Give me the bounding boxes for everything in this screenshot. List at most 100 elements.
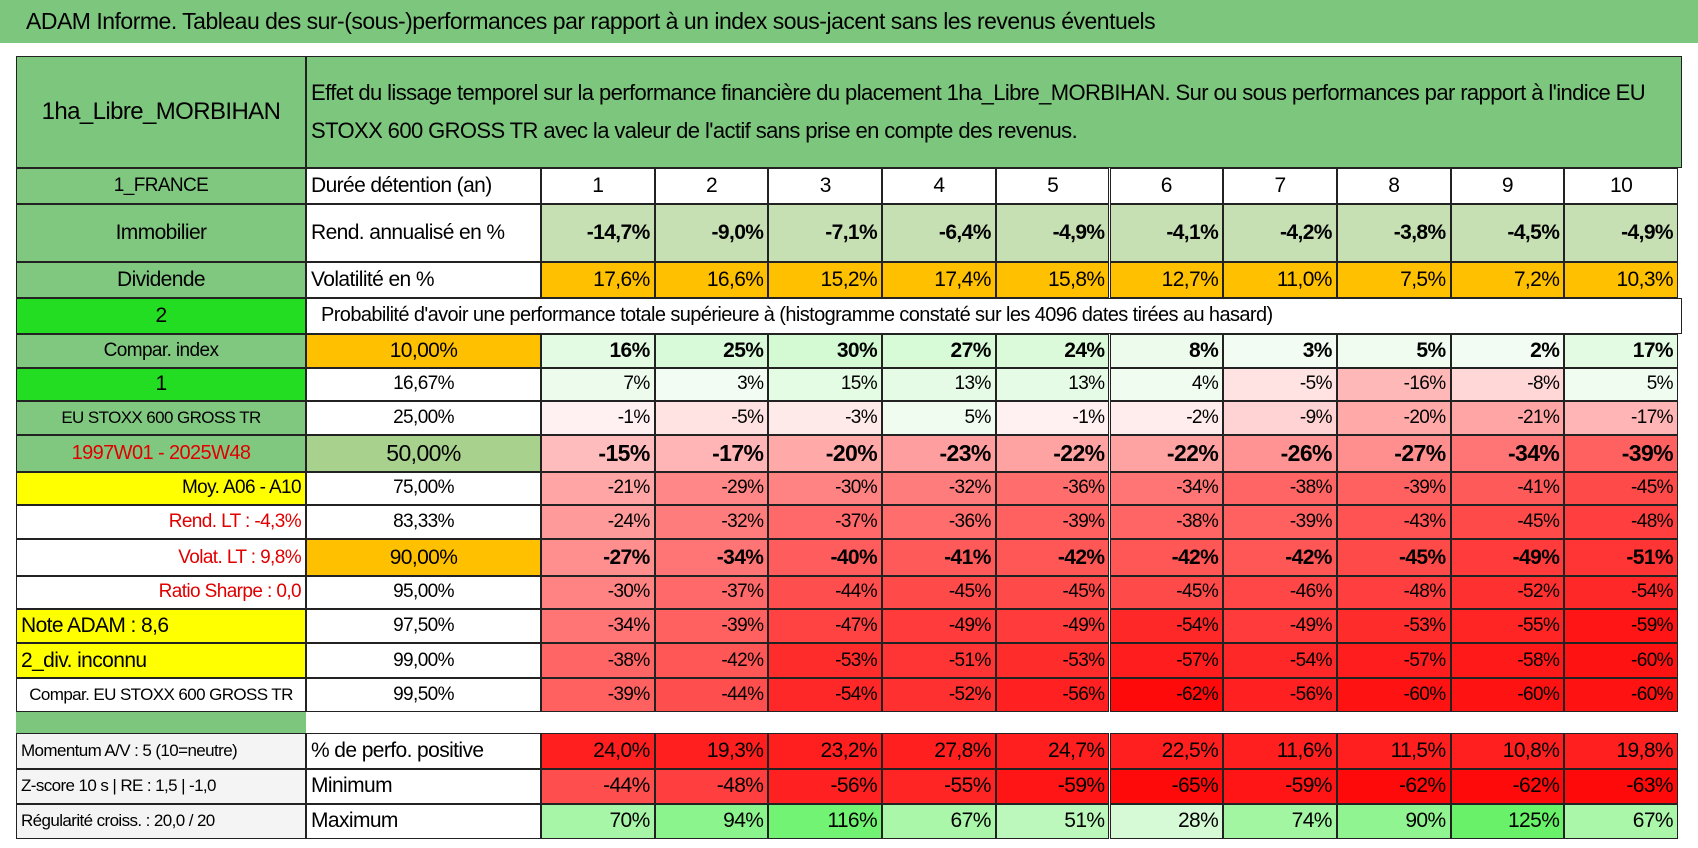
value-cell: -48% — [1564, 504, 1678, 540]
value-cell: -54% — [1564, 576, 1678, 609]
value-cell: -43% — [1336, 504, 1451, 540]
value-cell: 27,8% — [882, 733, 996, 769]
value-cell: 2 — [654, 167, 769, 204]
value-cell: -34% — [541, 608, 655, 644]
value-cell: -49% — [1450, 539, 1565, 577]
value-cell: -26% — [1223, 435, 1337, 473]
row-name: Volatilité en % — [306, 262, 541, 298]
row-label: Immobilier — [16, 203, 306, 263]
value-cell: -53% — [995, 643, 1110, 678]
value-cell: -40% — [768, 539, 883, 577]
value-cell: 94% — [654, 803, 769, 840]
value-cell: -63% — [1564, 768, 1678, 804]
value-cell: 4% — [1109, 368, 1224, 401]
value-cell: 10,8% — [1450, 733, 1565, 769]
value-cell: -57% — [1109, 643, 1224, 678]
row-name: 50,00% — [306, 435, 541, 473]
value-cell: -37% — [768, 504, 883, 540]
value-cell: -59% — [995, 768, 1110, 804]
value-cell: -45% — [1336, 539, 1451, 577]
row-label: Note ADAM : 8,6 — [16, 608, 306, 644]
row-label: 1997W01 - 2025W48 — [16, 435, 306, 473]
row-name: 95,00% — [306, 576, 541, 609]
value-cell: 11,6% — [1223, 733, 1337, 769]
value-cell: -42% — [654, 643, 769, 678]
row-label: Rend. LT : -4,3% — [16, 504, 306, 540]
value-cell: 90% — [1336, 803, 1451, 840]
value-cell: 5 — [995, 167, 1110, 204]
value-cell: -39% — [1564, 435, 1678, 473]
row-label: 2 — [16, 297, 306, 334]
value-cell: 28% — [1109, 803, 1224, 840]
value-cell: -8% — [1450, 368, 1565, 401]
row-label: Z-score 10 s | RE : 1,5 | -1,0 — [16, 768, 306, 804]
value-cell: 22,5% — [1109, 733, 1224, 769]
value-cell: -3% — [768, 400, 883, 436]
value-cell: -30% — [541, 576, 655, 609]
value-cell: -39% — [1223, 504, 1337, 540]
value-cell: 8% — [1109, 333, 1224, 369]
value-cell: -44% — [541, 768, 655, 804]
value-cell: 25% — [654, 333, 769, 369]
value-cell: 12,7% — [1109, 262, 1224, 298]
value-cell: 67% — [882, 803, 996, 840]
value-cell: 13% — [995, 368, 1110, 401]
row-name: 90,00% — [306, 539, 541, 577]
value-cell: -4,9% — [1564, 203, 1678, 263]
value-cell: -59% — [1223, 768, 1337, 804]
value-cell: -14,7% — [541, 203, 655, 263]
value-cell: 1 — [541, 167, 655, 204]
value-cell: 15,8% — [995, 262, 1110, 298]
value-cell: -44% — [768, 576, 883, 609]
value-cell: -42% — [995, 539, 1110, 577]
value-cell: 17% — [1564, 333, 1678, 369]
value-cell: -4,9% — [995, 203, 1110, 263]
value-cell: -39% — [654, 608, 769, 644]
row-name: % de perfo. positive — [306, 733, 541, 769]
value-cell: -24% — [541, 504, 655, 540]
value-cell: -48% — [1336, 576, 1451, 609]
row-name: Maximum — [306, 803, 541, 840]
value-cell: 70% — [541, 803, 655, 840]
value-cell: -4,2% — [1223, 203, 1337, 263]
value-cell: -2% — [1109, 400, 1224, 436]
value-cell: 13% — [882, 368, 996, 401]
value-cell: 4 — [882, 167, 996, 204]
value-cell: -52% — [882, 677, 996, 712]
value-cell: -9% — [1223, 400, 1337, 436]
value-cell: -41% — [1450, 472, 1565, 505]
value-cell: -53% — [768, 643, 883, 678]
value-cell: 24,0% — [541, 733, 655, 769]
value-cell: 19,8% — [1564, 733, 1678, 769]
value-cell: 5% — [882, 400, 996, 436]
value-cell: -44% — [654, 677, 769, 712]
value-cell: -54% — [1223, 643, 1337, 678]
value-cell: 30% — [768, 333, 883, 369]
value-cell: 24% — [995, 333, 1110, 369]
row-label: Dividende — [16, 262, 306, 298]
value-cell: -38% — [541, 643, 655, 678]
value-cell: -1% — [541, 400, 655, 436]
value-cell: -36% — [995, 472, 1110, 505]
value-cell: 17,4% — [882, 262, 996, 298]
value-cell: -15% — [541, 435, 655, 473]
value-cell: -45% — [882, 576, 996, 609]
value-cell: 74% — [1223, 803, 1337, 840]
value-cell: 3% — [654, 368, 769, 401]
value-cell: -49% — [882, 608, 996, 644]
value-cell: -34% — [1109, 472, 1224, 505]
row-label: Ratio Sharpe : 0,0 — [16, 576, 306, 609]
value-cell: 23,2% — [768, 733, 883, 769]
value-cell: -58% — [1450, 643, 1565, 678]
row-label: 1_FRANCE — [16, 167, 306, 204]
value-cell: -53% — [1336, 608, 1451, 644]
value-cell: -16% — [1336, 368, 1451, 401]
value-cell: 8 — [1336, 167, 1451, 204]
value-cell: -39% — [995, 504, 1110, 540]
value-cell: -56% — [995, 677, 1110, 712]
spacer — [16, 711, 306, 734]
row-name: Rend. annualisé en % — [306, 203, 541, 263]
value-cell: 7,2% — [1450, 262, 1565, 298]
value-cell: -17% — [654, 435, 769, 473]
